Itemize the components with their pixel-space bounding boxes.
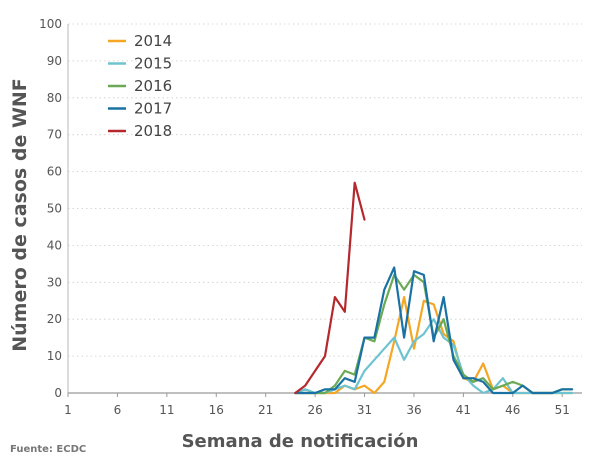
legend-label-2014: 2014 bbox=[134, 32, 172, 50]
y-tick-label: 30 bbox=[47, 275, 62, 289]
legend-label-2016: 2016 bbox=[134, 77, 172, 95]
legend-label-2018: 2018 bbox=[134, 122, 172, 140]
y-tick-label: 60 bbox=[47, 165, 62, 179]
x-axis-title: Semana de notificación bbox=[182, 431, 419, 452]
y-tick-label: 90 bbox=[47, 54, 62, 68]
x-tick-label: 51 bbox=[555, 403, 570, 417]
y-tick-label: 80 bbox=[47, 91, 62, 105]
legend-label-2015: 2015 bbox=[134, 55, 172, 73]
series-line-2018 bbox=[294, 181, 366, 395]
series-lines bbox=[294, 181, 574, 395]
y-tick-labels: 0 10 20 30 40 50 60 70 80 90 100 bbox=[39, 17, 62, 400]
x-tick-label: 11 bbox=[159, 403, 174, 417]
y-axis-title: Número de casos de WNF bbox=[9, 78, 31, 352]
x-tick-labels: 1 6 11 16 21 26 31 36 41 46 51 bbox=[64, 393, 570, 417]
source-note: Fuente: ECDC bbox=[10, 444, 86, 455]
y-tick-label: 0 bbox=[54, 386, 62, 400]
legend-label-2017: 2017 bbox=[134, 100, 172, 118]
x-tick-label: 41 bbox=[456, 403, 471, 417]
x-tick-label: 6 bbox=[114, 403, 122, 417]
y-tick-label: 70 bbox=[47, 128, 62, 142]
series-line-2014 bbox=[294, 296, 574, 395]
y-tick-label: 50 bbox=[47, 202, 62, 216]
y-tick-label: 10 bbox=[47, 349, 62, 363]
series-line-2017 bbox=[294, 266, 574, 395]
x-tick-label: 36 bbox=[406, 403, 421, 417]
y-tick-label: 20 bbox=[47, 312, 62, 326]
y-tick-label: 40 bbox=[47, 238, 62, 252]
x-tick-label: 46 bbox=[505, 403, 520, 417]
series-line-2015 bbox=[294, 318, 574, 395]
x-tick-label: 1 bbox=[64, 403, 72, 417]
grid bbox=[68, 23, 582, 357]
x-tick-label: 21 bbox=[258, 403, 273, 417]
x-tick-label: 26 bbox=[307, 403, 322, 417]
y-tick-label: 100 bbox=[39, 17, 62, 31]
x-tick-label: 31 bbox=[357, 403, 372, 417]
legend: 2014 2015 2016 2017 2018 bbox=[108, 32, 172, 140]
x-tick-label: 16 bbox=[209, 403, 224, 417]
